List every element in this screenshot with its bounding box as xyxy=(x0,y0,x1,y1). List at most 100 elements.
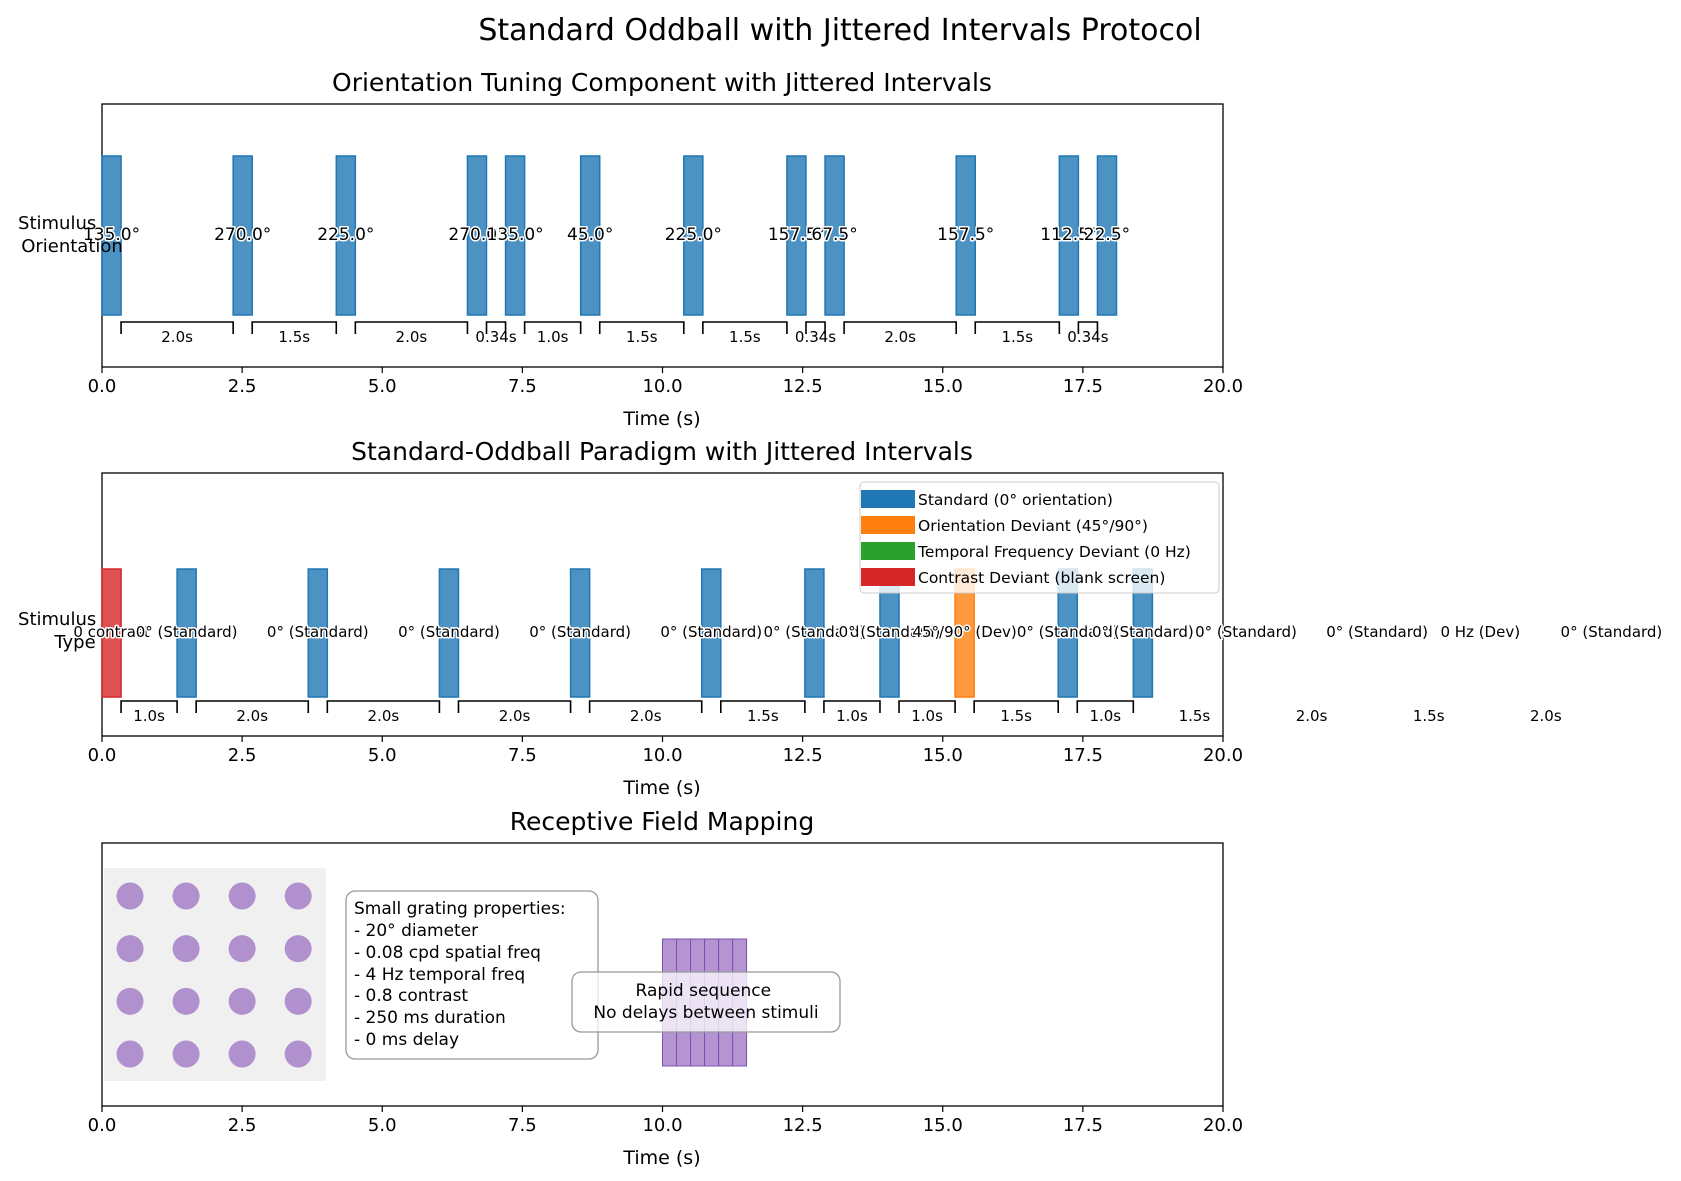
x-axis-label: Time (s) xyxy=(622,777,700,799)
interval-brackets: 1.0s 2.0s 2.0s 2.0s 2.0s 1.5s 1.0s 1.0s 1.5s 1.0s… xyxy=(120,700,1562,725)
x-tick-label: 20.0 xyxy=(1203,1115,1243,1136)
grid-point xyxy=(228,987,256,1015)
interval-label: 2.0s xyxy=(1530,707,1562,725)
interval-bracket xyxy=(702,321,788,334)
stimulus-label: 0° (Standard) xyxy=(1017,623,1119,641)
interval-label: 1.0s xyxy=(537,328,569,346)
stimulus-label: 67.5° xyxy=(811,225,857,245)
interval-bracket xyxy=(719,700,806,713)
stimulus-label: 0° (Standard) xyxy=(1561,623,1663,641)
rf-mapping-panel: Receptive Field Mapping Small grating pr… xyxy=(88,807,1243,1169)
interval-bracket xyxy=(326,700,441,713)
grid-point xyxy=(284,882,312,910)
interval-bracket xyxy=(354,321,469,334)
stimulus-label: 112.5° xyxy=(1040,225,1097,245)
interval-brackets: 2.0s 1.5s 2.0s 0.34s 1.0s 1.5s 1.5s 0.34s 2.0s 1.… xyxy=(120,321,1109,346)
interval-bracket xyxy=(1077,321,1099,334)
stimulus-label: 45.0° xyxy=(567,225,613,245)
stimulus-label: 0° (Standard) xyxy=(1195,623,1297,641)
stimulus-label: 0° (Standard) xyxy=(398,623,500,641)
interval-label: 1.5s xyxy=(626,328,658,346)
x-tick-label: 7.5 xyxy=(508,745,537,766)
stimulus-label: 225.0° xyxy=(665,225,722,245)
interval-bracket xyxy=(120,321,234,334)
legend-swatch xyxy=(861,568,915,586)
interval-label: 2.0s xyxy=(368,707,400,725)
grid-point xyxy=(172,987,200,1015)
interval-bracket xyxy=(973,700,1060,713)
interval-label: 2.0s xyxy=(884,328,916,346)
interval-bracket xyxy=(523,321,582,334)
stimulus-bar xyxy=(683,155,704,316)
rapid-note-box xyxy=(571,971,841,1033)
stimulus-bars xyxy=(101,155,1118,316)
interval-label: 1.0s xyxy=(133,707,165,725)
legend-swatch xyxy=(861,516,915,534)
interval-label: 2.0s xyxy=(396,328,428,346)
x-tick-label: 10.0 xyxy=(642,376,682,397)
x-axis-label: Time (s) xyxy=(622,408,700,430)
stimulus-label: 0° (Standard) xyxy=(136,623,238,641)
interval-label: 1.0s xyxy=(836,707,868,725)
x-axis-label: Time (s) xyxy=(622,1147,700,1169)
stimulus-label: 0° (Standard) xyxy=(764,623,866,641)
x-tick-label: 10.0 xyxy=(642,1115,682,1136)
legend-frame xyxy=(859,481,1220,594)
grid-point xyxy=(172,1040,200,1068)
stimulus-bar xyxy=(438,568,460,698)
x-tick-label: 2.5 xyxy=(228,376,257,397)
legend-label: Orientation Deviant (45°/90°) xyxy=(918,517,1148,535)
interval-label: 1.5s xyxy=(1000,707,1032,725)
stimulus-bar xyxy=(232,155,253,316)
stimulus-bar xyxy=(504,155,526,316)
interval-bracket xyxy=(898,700,956,713)
x-axis: 0.0 2.5 5.0 7.5 10.0 12.5 15.0 17.5 20.0 xyxy=(88,1106,1243,1136)
grid-point xyxy=(228,1040,256,1068)
x-tick-label: 15.0 xyxy=(923,376,963,397)
interval-bracket xyxy=(598,321,685,334)
x-tick-label: 0.0 xyxy=(88,376,117,397)
interval-label: 2.0s xyxy=(1296,707,1328,725)
panel-title: Receptive Field Mapping xyxy=(510,807,814,836)
x-tick-label: 12.5 xyxy=(783,1115,823,1136)
stimulus-label: 0° (Standard) xyxy=(660,623,762,641)
stimulus-bar xyxy=(101,568,122,698)
stimulus-bar xyxy=(786,155,807,316)
stimulus-labels: 135.0° 270.0° 225.0° 270.0°135.0° 45.0° 225.0… xyxy=(81,224,1131,247)
interval-label: 2.0s xyxy=(161,328,193,346)
x-tick-label: 7.5 xyxy=(508,1115,537,1136)
interval-bracket xyxy=(195,700,310,713)
interval-bracket xyxy=(843,321,958,334)
rapid-note-text: Rapid sequence No delays between stimuli xyxy=(593,981,818,1023)
interval-label: 1.0s xyxy=(1089,707,1121,725)
x-axis: 0.0 2.5 5.0 7.5 10.0 12.5 15.0 17.5 20.0 xyxy=(88,736,1243,766)
x-tick-label: 15.0 xyxy=(923,745,963,766)
panel-title: Orientation Tuning Component with Jitter… xyxy=(332,68,992,97)
interval-bracket xyxy=(457,700,572,713)
legend-label: Standard (0° orientation) xyxy=(918,491,1113,509)
stimulus-bar xyxy=(101,155,122,316)
interval-label: 1.5s xyxy=(278,328,310,346)
interval-bracket xyxy=(120,700,178,713)
stimulus-label: 225.0° xyxy=(317,225,374,245)
x-tick-label: 10.0 xyxy=(642,745,682,766)
stimulus-bar xyxy=(1058,155,1080,316)
x-tick-label: 12.5 xyxy=(783,376,823,397)
x-tick-label: 5.0 xyxy=(368,745,397,766)
figure-title: Standard Oddball with Jittered Intervals… xyxy=(478,13,1201,48)
interval-label: 0.34s xyxy=(475,328,516,346)
x-tick-label: 7.5 xyxy=(508,376,537,397)
stimulus-label: 45°/90° (Dev) xyxy=(912,623,1016,641)
stimulus-bar xyxy=(335,155,357,316)
interval-label: 2.0s xyxy=(499,707,531,725)
oddball-panel: Standard-Oddball Paradigm with Jittered … xyxy=(18,437,1664,799)
stimulus-label: 135.0° xyxy=(487,225,544,245)
stimulus-label: 0 Hz (Dev) xyxy=(1440,623,1520,641)
grid-point xyxy=(116,935,144,963)
interval-label: 1.5s xyxy=(1179,707,1211,725)
x-tick-label: 5.0 xyxy=(368,1115,397,1136)
orientation-panel: Orientation Tuning Component with Jitter… xyxy=(18,68,1243,430)
interval-bracket xyxy=(485,321,507,334)
x-tick-label: 0.0 xyxy=(88,745,117,766)
